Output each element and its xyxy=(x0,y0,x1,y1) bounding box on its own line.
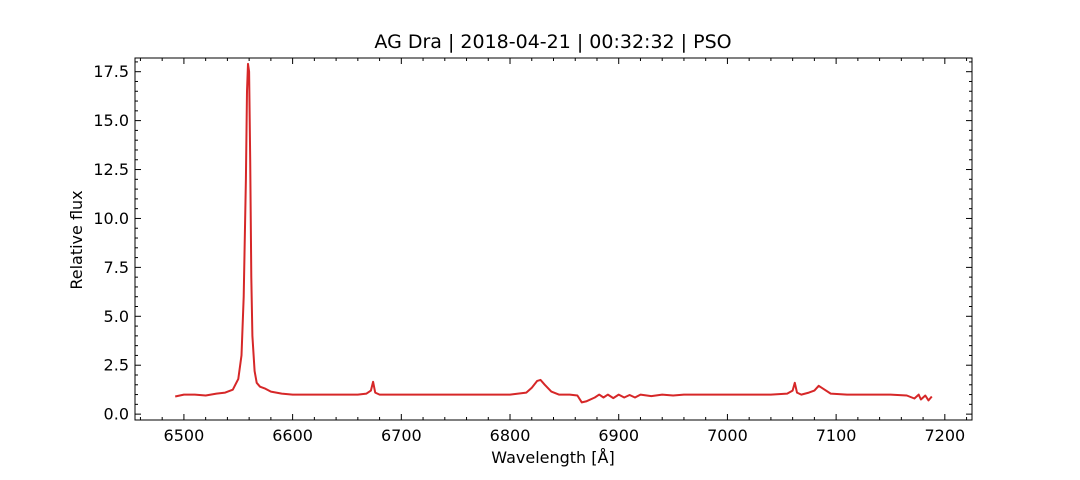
x-tick-label: 7200 xyxy=(924,426,965,445)
y-axis-title: Relative flux xyxy=(67,190,86,289)
x-tick-label: 6500 xyxy=(164,426,205,445)
x-tick-label: 6700 xyxy=(381,426,422,445)
plot-area xyxy=(134,57,973,421)
x-tick-label: 6800 xyxy=(490,426,531,445)
y-tick-label: 0.0 xyxy=(104,405,129,424)
y-tick-label: 5.0 xyxy=(104,307,129,326)
x-tick-label: 6600 xyxy=(272,426,313,445)
x-tick-label: 7100 xyxy=(816,426,857,445)
x-tick-label: 7000 xyxy=(707,426,748,445)
y-tick-label: 2.5 xyxy=(104,356,129,375)
series-line-0 xyxy=(174,62,933,404)
plot-frame xyxy=(134,57,973,421)
chart-title: AG Dra | 2018-04-21 | 00:32:32 | PSO xyxy=(374,31,731,53)
x-axis-title: Wavelength [Å] xyxy=(491,448,614,467)
x-axis: 6500 6600 6700 6800 6900 7000 7100 7200 xyxy=(139,58,968,445)
x-tick-label: 6900 xyxy=(598,426,639,445)
y-tick-label: 12.5 xyxy=(93,160,129,179)
y-tick-label: 7.5 xyxy=(104,258,129,277)
y-axis: 0.0 2.5 5.0 7.5 10.0 12.5 15.0 17.5 xyxy=(93,61,972,424)
y-tick-label: 17.5 xyxy=(93,62,129,81)
y-tick-label: 10.0 xyxy=(93,209,129,228)
y-tick-label: 15.0 xyxy=(93,111,129,130)
